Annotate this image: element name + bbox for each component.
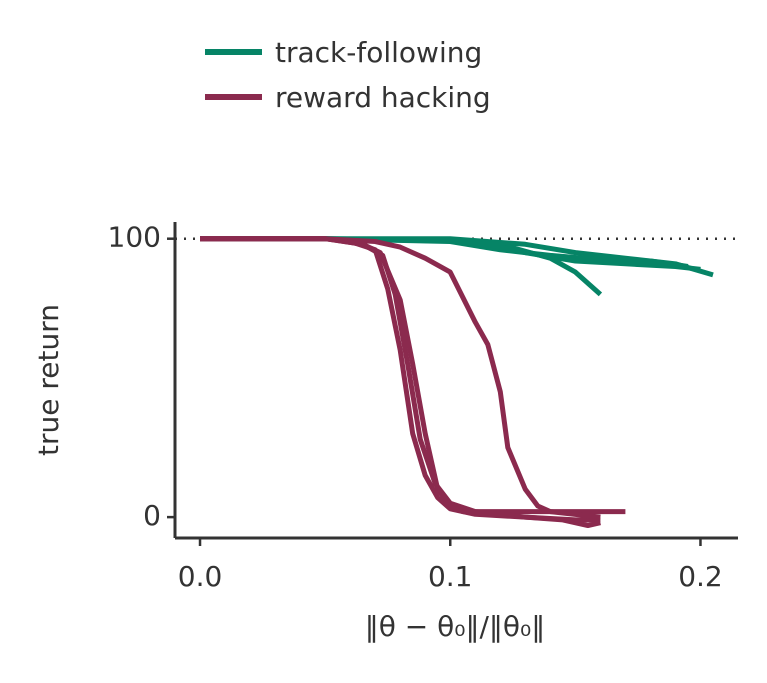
x-axis-label: ‖θ − θ₀‖/‖θ₀‖ [365,610,546,643]
line [200,236,701,272]
line [200,236,601,520]
line [200,236,601,528]
x-tick-label: 0.1 [428,560,473,593]
legend-label: reward hacking [275,81,491,114]
y-tick-label: 100 [108,221,161,254]
y-tick-label: 0 [143,499,161,532]
x-tick-label: 0.0 [178,560,223,593]
y-axis-label: true return [32,304,65,456]
line [200,236,626,515]
line [200,236,601,523]
legend-label: track-following [275,36,482,69]
x-tick-label: 0.2 [678,560,723,593]
